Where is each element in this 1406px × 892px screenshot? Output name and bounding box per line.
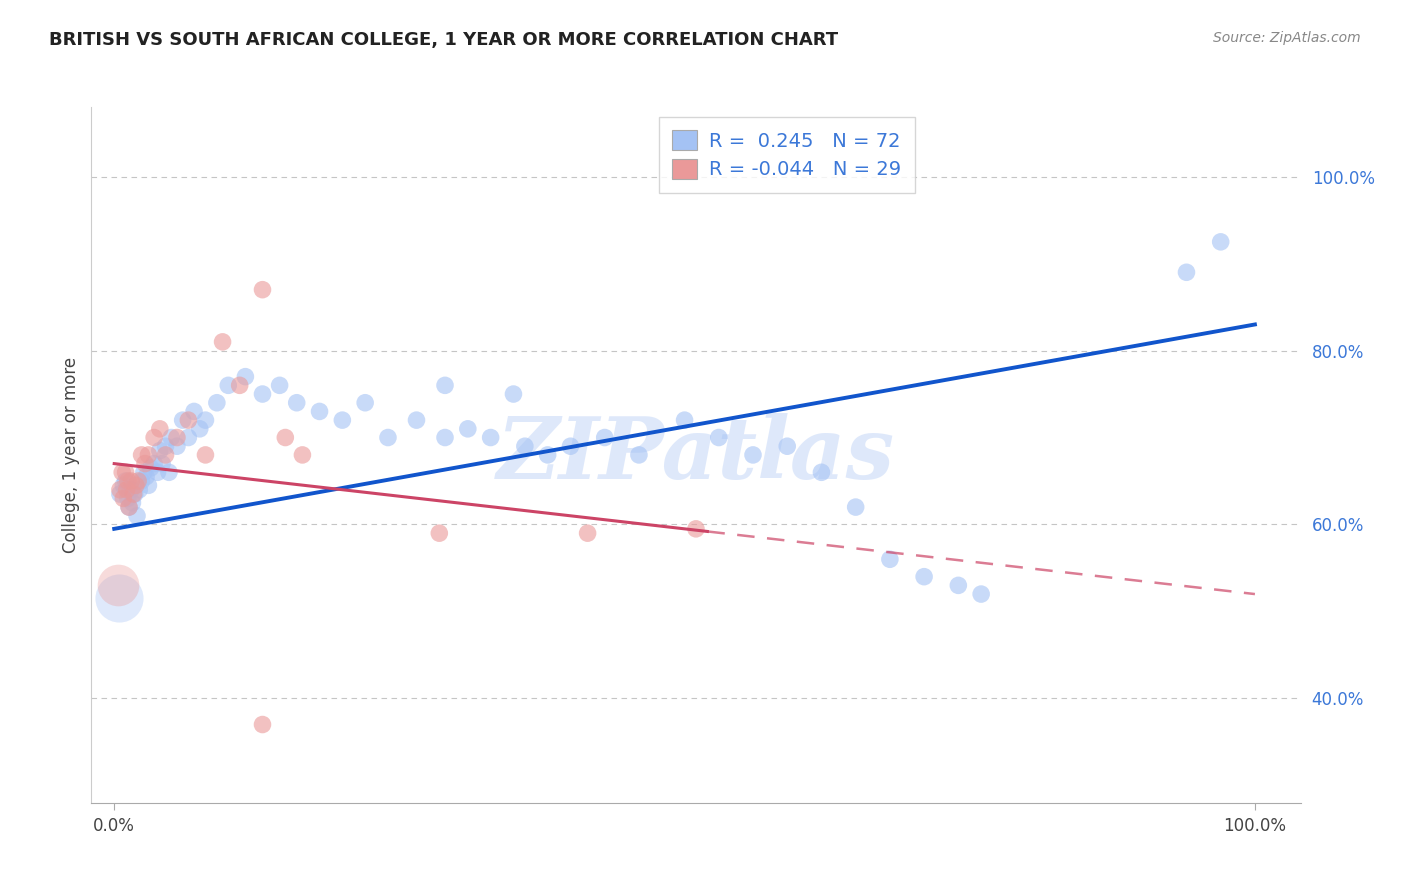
Point xyxy=(139,461,162,475)
Point xyxy=(235,369,257,384)
Point xyxy=(149,422,172,436)
Text: BRITISH VS SOUTH AFRICAN COLLEGE, 1 YEAR OR MORE CORRELATION CHART: BRITISH VS SOUTH AFRICAN COLLEGE, 1 YEAR… xyxy=(49,31,838,49)
Point xyxy=(217,378,239,392)
Text: ZIPatlas: ZIPatlas xyxy=(496,413,896,497)
Point xyxy=(135,469,157,483)
Point xyxy=(252,717,274,731)
Point xyxy=(177,431,200,445)
Point xyxy=(157,465,180,479)
Point xyxy=(427,526,450,541)
Point xyxy=(228,378,250,392)
Point xyxy=(166,439,188,453)
Point xyxy=(252,387,274,401)
Point xyxy=(122,487,145,501)
Point xyxy=(183,404,205,418)
Point xyxy=(685,522,707,536)
Point xyxy=(117,491,139,506)
Point xyxy=(107,578,129,592)
Legend: R =  0.245   N = 72, R = -0.044   N = 29: R = 0.245 N = 72, R = -0.044 N = 29 xyxy=(658,117,915,193)
Point xyxy=(673,413,696,427)
Point xyxy=(128,483,150,497)
Point xyxy=(434,378,457,392)
Point xyxy=(112,478,135,492)
Point xyxy=(117,474,139,488)
Point xyxy=(155,448,177,462)
Point xyxy=(205,396,228,410)
Point xyxy=(576,526,599,541)
Point xyxy=(146,465,169,479)
Point xyxy=(354,396,377,410)
Point xyxy=(537,448,560,462)
Point xyxy=(560,439,582,453)
Point xyxy=(115,483,138,497)
Point xyxy=(479,431,502,445)
Point xyxy=(330,413,353,427)
Point xyxy=(377,431,399,445)
Point xyxy=(131,448,153,462)
Point xyxy=(707,431,730,445)
Point xyxy=(132,465,155,479)
Point xyxy=(810,465,832,479)
Point xyxy=(742,448,765,462)
Point xyxy=(172,413,194,427)
Point xyxy=(211,334,233,349)
Point xyxy=(970,587,993,601)
Point xyxy=(177,413,200,427)
Text: Source: ZipAtlas.com: Source: ZipAtlas.com xyxy=(1213,31,1361,45)
Point xyxy=(194,448,217,462)
Point xyxy=(121,496,143,510)
Point xyxy=(125,478,148,492)
Point xyxy=(120,474,142,488)
Point xyxy=(149,443,172,458)
Point xyxy=(291,448,314,462)
Point xyxy=(188,422,211,436)
Point xyxy=(1209,235,1232,249)
Point xyxy=(112,491,135,506)
Point xyxy=(948,578,970,592)
Point xyxy=(194,413,217,427)
Point xyxy=(118,500,141,514)
Point xyxy=(252,283,274,297)
Point xyxy=(138,478,160,492)
Point xyxy=(627,448,650,462)
Point xyxy=(513,439,536,453)
Point xyxy=(457,422,479,436)
Point xyxy=(593,431,616,445)
Point xyxy=(776,439,799,453)
Point xyxy=(108,483,131,497)
Point xyxy=(434,431,457,445)
Point xyxy=(405,413,427,427)
Point xyxy=(285,396,308,410)
Point xyxy=(160,431,183,445)
Point xyxy=(912,570,935,584)
Point xyxy=(120,483,142,497)
Point xyxy=(166,431,188,445)
Point xyxy=(155,439,177,453)
Point xyxy=(125,508,148,523)
Point xyxy=(107,591,129,606)
Point xyxy=(127,474,149,488)
Point xyxy=(138,448,160,462)
Point xyxy=(150,457,173,471)
Point xyxy=(274,431,297,445)
Point xyxy=(269,378,291,392)
Point xyxy=(143,457,166,471)
Point xyxy=(143,431,166,445)
Point xyxy=(114,465,136,479)
Point xyxy=(114,474,136,488)
Point xyxy=(108,487,131,501)
Point xyxy=(845,500,868,514)
Point xyxy=(124,487,146,501)
Point xyxy=(308,404,330,418)
Point xyxy=(131,474,153,488)
Point xyxy=(111,465,134,479)
Point xyxy=(1175,265,1198,279)
Point xyxy=(879,552,901,566)
Point xyxy=(118,500,141,514)
Point xyxy=(134,457,156,471)
Y-axis label: College, 1 year or more: College, 1 year or more xyxy=(62,357,80,553)
Point xyxy=(502,387,524,401)
